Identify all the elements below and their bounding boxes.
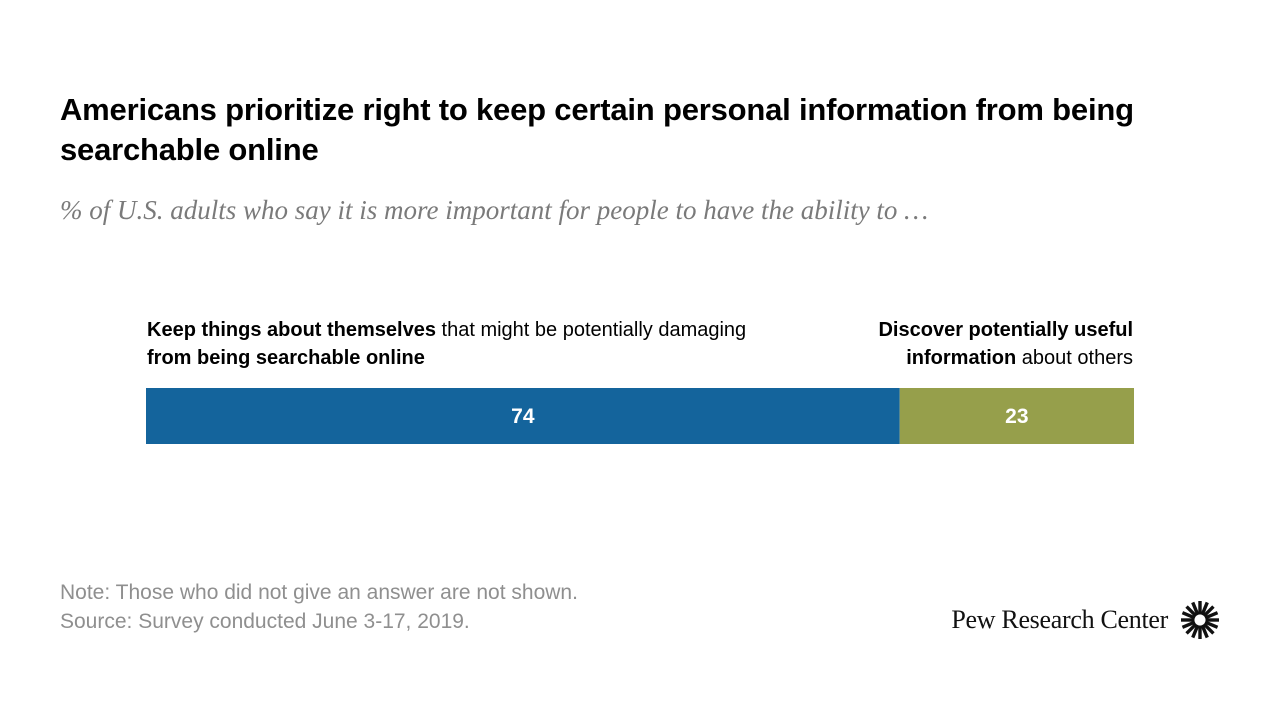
left-label-bold-1: Keep things about themselves (147, 319, 436, 341)
chart-title: Americans prioritize right to keep certa… (60, 92, 1134, 167)
bar-value-label-1: 74 (511, 405, 535, 428)
footnote: Note: Those who did not give an answer a… (60, 578, 860, 636)
left-label-regular: that might be potentially damaging (435, 319, 747, 341)
bar-segment-1 (146, 388, 900, 444)
pew-logo: Pew Research Center (951, 600, 1220, 640)
left-label-bold-2: from being searchable online (147, 347, 425, 369)
chart-subtitle: % of U.S. adults who say it is more impo… (60, 195, 929, 225)
right-label-regular: about others (1016, 347, 1133, 369)
left-series-label: Keep things about themselves that might … (147, 316, 747, 372)
source-text: Source: Survey conducted June 3-17, 2019… (60, 610, 470, 633)
logo-text: Pew Research Center (951, 605, 1168, 634)
right-label-bold: Discover potentially useful information (878, 319, 1133, 369)
bar-segment-2 (899, 388, 1134, 444)
bar-value-label-2: 23 (1005, 405, 1028, 428)
right-series-label: Discover potentially useful information … (773, 316, 1133, 372)
pew-sunburst-icon (1181, 601, 1219, 639)
note-text: Note: Those who did not give an answer a… (60, 581, 578, 604)
